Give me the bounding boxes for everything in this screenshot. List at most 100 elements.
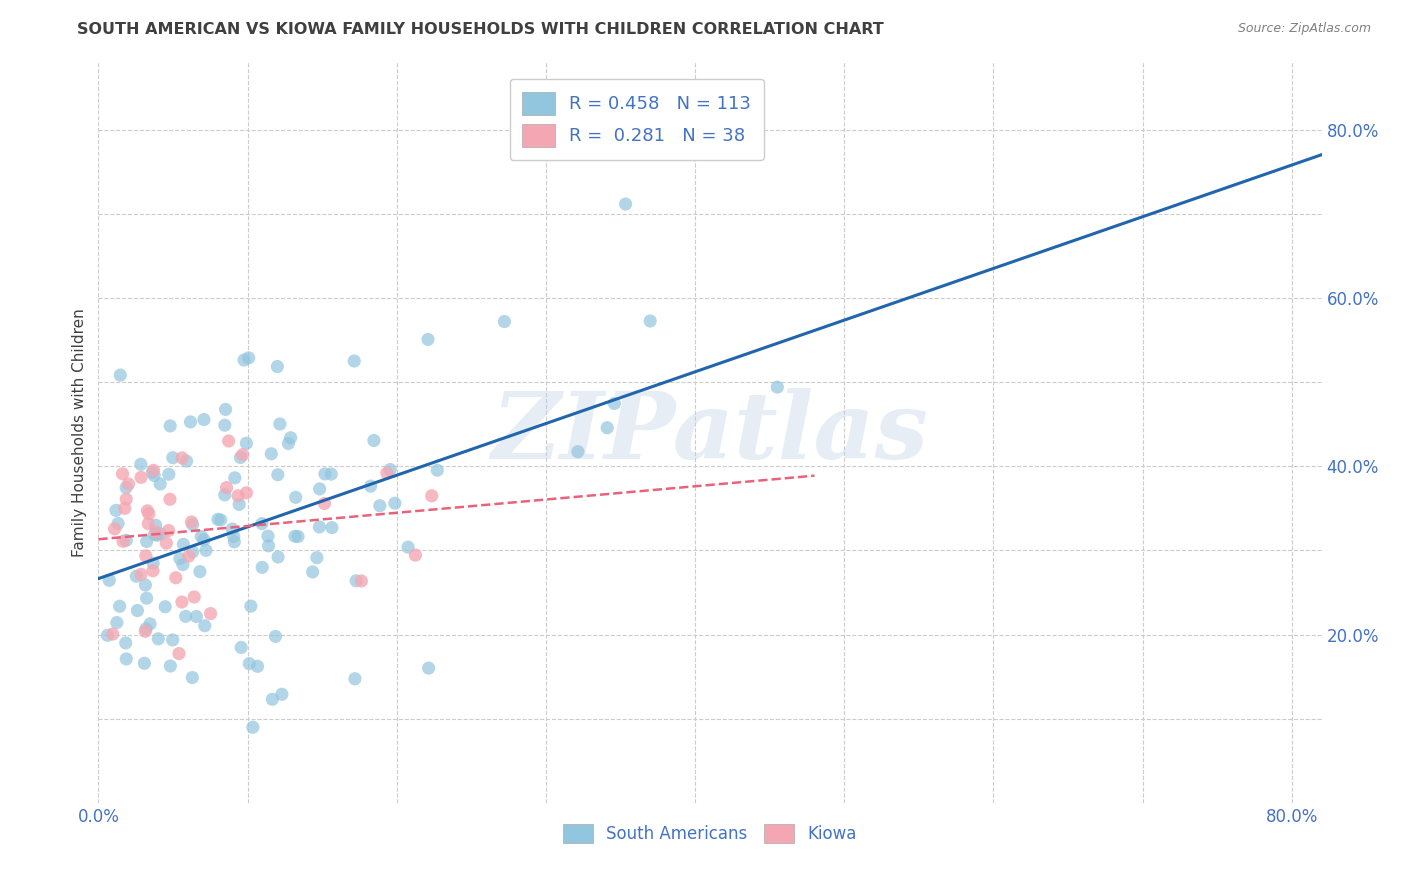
Point [396,540,419,554]
Point [114,501,136,516]
Point [239,599,262,614]
Point [267,467,290,482]
Point [214,488,236,502]
Point [287,529,309,543]
Y-axis label: Family Households with Children: Family Households with Children [72,309,87,557]
Point [321,520,343,534]
Point [145,525,167,540]
Point [638,314,661,328]
Point [136,516,159,531]
Point [596,421,619,435]
Point [142,564,165,578]
Point [418,661,440,675]
Text: Source: ZipAtlas.com: Source: ZipAtlas.com [1237,22,1371,36]
Point [146,528,169,542]
Legend: South Americans, Kiowa: South Americans, Kiowa [557,817,863,850]
Point [350,574,373,588]
Point [264,629,287,643]
Point [494,314,516,328]
Point [218,434,240,448]
Point [129,458,152,472]
Point [233,353,256,368]
Point [108,599,131,614]
Point [162,450,184,465]
Point [125,569,148,583]
Point [179,415,201,429]
Point [215,481,238,495]
Point [229,450,252,465]
Point [105,615,128,630]
Point [110,368,132,382]
Point [404,548,426,562]
Point [183,590,205,604]
Point [226,489,249,503]
Point [267,549,290,564]
Point [180,515,202,529]
Point [614,197,637,211]
Point [271,687,294,701]
Point [277,436,299,450]
Point [181,671,204,685]
Point [111,467,134,481]
Point [231,640,253,655]
Point [420,489,443,503]
Point [136,504,159,518]
Point [766,380,789,394]
Point [117,477,139,491]
Point [155,536,177,550]
Point [134,657,156,671]
Point [186,609,208,624]
Point [603,396,626,410]
Point [181,517,204,532]
Point [135,534,157,549]
Point [159,492,181,507]
Point [321,467,343,481]
Point [301,565,323,579]
Point [305,550,328,565]
Point [142,463,165,477]
Point [104,503,127,517]
Point [269,417,291,431]
Point [232,448,254,462]
Point [153,599,176,614]
Point [238,657,260,671]
Point [114,636,136,650]
Point [172,450,194,465]
Point [142,556,165,570]
Point [224,471,246,485]
Point [135,591,157,606]
Point [157,524,180,538]
Point [368,499,391,513]
Point [159,659,181,673]
Point [235,486,257,500]
Point [115,492,138,507]
Point [280,431,302,445]
Point [98,574,121,588]
Point [257,529,280,543]
Point [384,496,406,510]
Point [149,477,172,491]
Point [112,534,135,549]
Point [172,537,194,551]
Point [228,497,250,511]
Point [115,481,138,495]
Text: ZIPatlas: ZIPatlas [492,388,928,477]
Point [167,647,190,661]
Point [134,578,156,592]
Point [190,529,212,543]
Point [221,522,243,536]
Point [214,418,236,433]
Point [284,529,307,543]
Point [314,467,336,481]
Point [157,467,180,482]
Point [129,470,152,484]
Point [375,466,398,480]
Point [162,632,184,647]
Point [145,518,167,533]
Point [135,622,157,636]
Point [169,551,191,566]
Point [96,628,118,642]
Point [224,534,246,549]
Point [416,333,439,347]
Point [360,479,382,493]
